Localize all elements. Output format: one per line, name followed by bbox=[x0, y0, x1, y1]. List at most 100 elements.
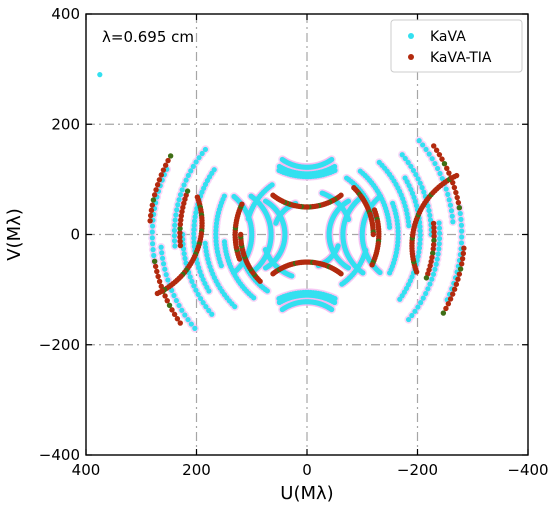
kava-point bbox=[179, 187, 185, 193]
kava-point bbox=[458, 216, 464, 222]
kava-tia-point bbox=[457, 266, 464, 272]
kava-point bbox=[420, 142, 426, 148]
kava-point bbox=[421, 189, 427, 195]
kava-point bbox=[412, 198, 418, 205]
kava-point bbox=[397, 296, 403, 302]
y-tick-label: 0 bbox=[70, 226, 80, 244]
kava-point bbox=[150, 247, 156, 253]
kava-point bbox=[436, 235, 443, 242]
kava-point bbox=[432, 266, 438, 272]
kava-point bbox=[203, 304, 209, 310]
kava-tia-point bbox=[154, 290, 161, 297]
kava-tia-point bbox=[431, 233, 437, 239]
kava-tia-point bbox=[429, 254, 435, 261]
kava-point bbox=[202, 240, 208, 246]
kava-tia-point bbox=[169, 307, 175, 313]
kava-point bbox=[182, 312, 188, 318]
kava-tia-point bbox=[443, 305, 449, 312]
y-tick-label: 200 bbox=[51, 115, 80, 133]
kava-point bbox=[436, 246, 442, 252]
kava-tia-point bbox=[177, 221, 184, 227]
kava-point bbox=[196, 155, 202, 161]
kava-point bbox=[189, 278, 195, 285]
kava-point bbox=[405, 215, 411, 221]
kava-point bbox=[149, 223, 156, 229]
kava-point bbox=[174, 207, 180, 213]
kava-tia-point bbox=[149, 202, 156, 208]
kava-tia-point bbox=[449, 291, 456, 297]
kava-point bbox=[173, 297, 180, 304]
kava-point bbox=[433, 261, 439, 267]
kava-tia-point bbox=[369, 262, 375, 268]
kava-tia-point bbox=[426, 267, 432, 273]
kava-point bbox=[149, 241, 156, 247]
kava-point bbox=[193, 210, 199, 216]
kava-point bbox=[179, 307, 185, 313]
kava-tia-point bbox=[152, 263, 159, 270]
kava-point bbox=[419, 184, 425, 191]
kava-point bbox=[188, 168, 194, 174]
kava-tia-point bbox=[458, 261, 465, 267]
kava-point bbox=[415, 176, 421, 182]
kava-tia-point bbox=[431, 224, 437, 231]
kava-tia-point bbox=[151, 192, 158, 198]
kava-point bbox=[180, 246, 187, 252]
kava-tia-point bbox=[158, 172, 165, 178]
kava-point bbox=[211, 167, 217, 173]
kava-tia-point bbox=[430, 242, 437, 248]
series-kava-tia bbox=[147, 143, 467, 326]
x-tick-label: 200 bbox=[182, 461, 211, 479]
kava-tia-point bbox=[423, 275, 430, 281]
kava-tia-point bbox=[439, 156, 445, 162]
kava-point bbox=[181, 182, 187, 188]
series-kava bbox=[97, 72, 466, 333]
kava-tia-point bbox=[153, 187, 159, 193]
kava-point bbox=[387, 270, 393, 276]
y-tick-label: 400 bbox=[51, 5, 80, 23]
kava-point bbox=[149, 235, 155, 241]
kava-point bbox=[231, 269, 237, 276]
kava-tia-point bbox=[459, 255, 466, 262]
kava-tia-point bbox=[431, 237, 437, 244]
kava-tia-point bbox=[445, 301, 452, 307]
kava-tia-point bbox=[178, 217, 184, 223]
x-tick-label: 0 bbox=[302, 461, 312, 479]
kava-point bbox=[192, 214, 198, 220]
x-axis-title: U(Mλ) bbox=[280, 483, 333, 504]
legend-label-kava-tia: KaVA-TIA bbox=[430, 50, 492, 66]
kava-point bbox=[160, 261, 167, 267]
kava-point bbox=[158, 244, 164, 250]
kava-tia-point bbox=[430, 246, 436, 252]
kava-point bbox=[172, 243, 178, 249]
kava-point bbox=[202, 280, 208, 287]
kava-tia-point bbox=[156, 177, 163, 183]
kava-point bbox=[437, 170, 443, 177]
kava-point bbox=[269, 182, 275, 188]
y-tick-label: −400 bbox=[39, 446, 80, 464]
kava-point bbox=[204, 252, 210, 258]
kava-tia-point bbox=[451, 184, 458, 191]
kava-tia-point bbox=[456, 271, 463, 277]
kava-tia-point bbox=[167, 153, 174, 159]
kava-tia-point bbox=[453, 281, 460, 287]
kava-tia-point bbox=[446, 170, 452, 176]
kava-point bbox=[459, 234, 465, 240]
kava-point bbox=[185, 316, 191, 323]
kava-tia-point bbox=[454, 194, 460, 201]
kava-tia-point bbox=[164, 297, 170, 304]
kava-tia-point bbox=[162, 293, 168, 299]
kava-point bbox=[406, 182, 412, 189]
kava-tia-point bbox=[178, 213, 185, 219]
kava-point bbox=[447, 202, 454, 208]
kava-point bbox=[416, 245, 423, 251]
kava-point bbox=[182, 255, 188, 262]
kava-point bbox=[192, 325, 198, 331]
kava-point bbox=[163, 272, 169, 278]
kava-point bbox=[417, 236, 423, 243]
kava-point bbox=[172, 222, 178, 228]
legend: KaVA KaVA-TIA bbox=[390, 19, 523, 73]
x-tick-label: 400 bbox=[72, 461, 101, 479]
kava-tia-point bbox=[151, 258, 158, 265]
kava-tia-point bbox=[429, 250, 436, 256]
